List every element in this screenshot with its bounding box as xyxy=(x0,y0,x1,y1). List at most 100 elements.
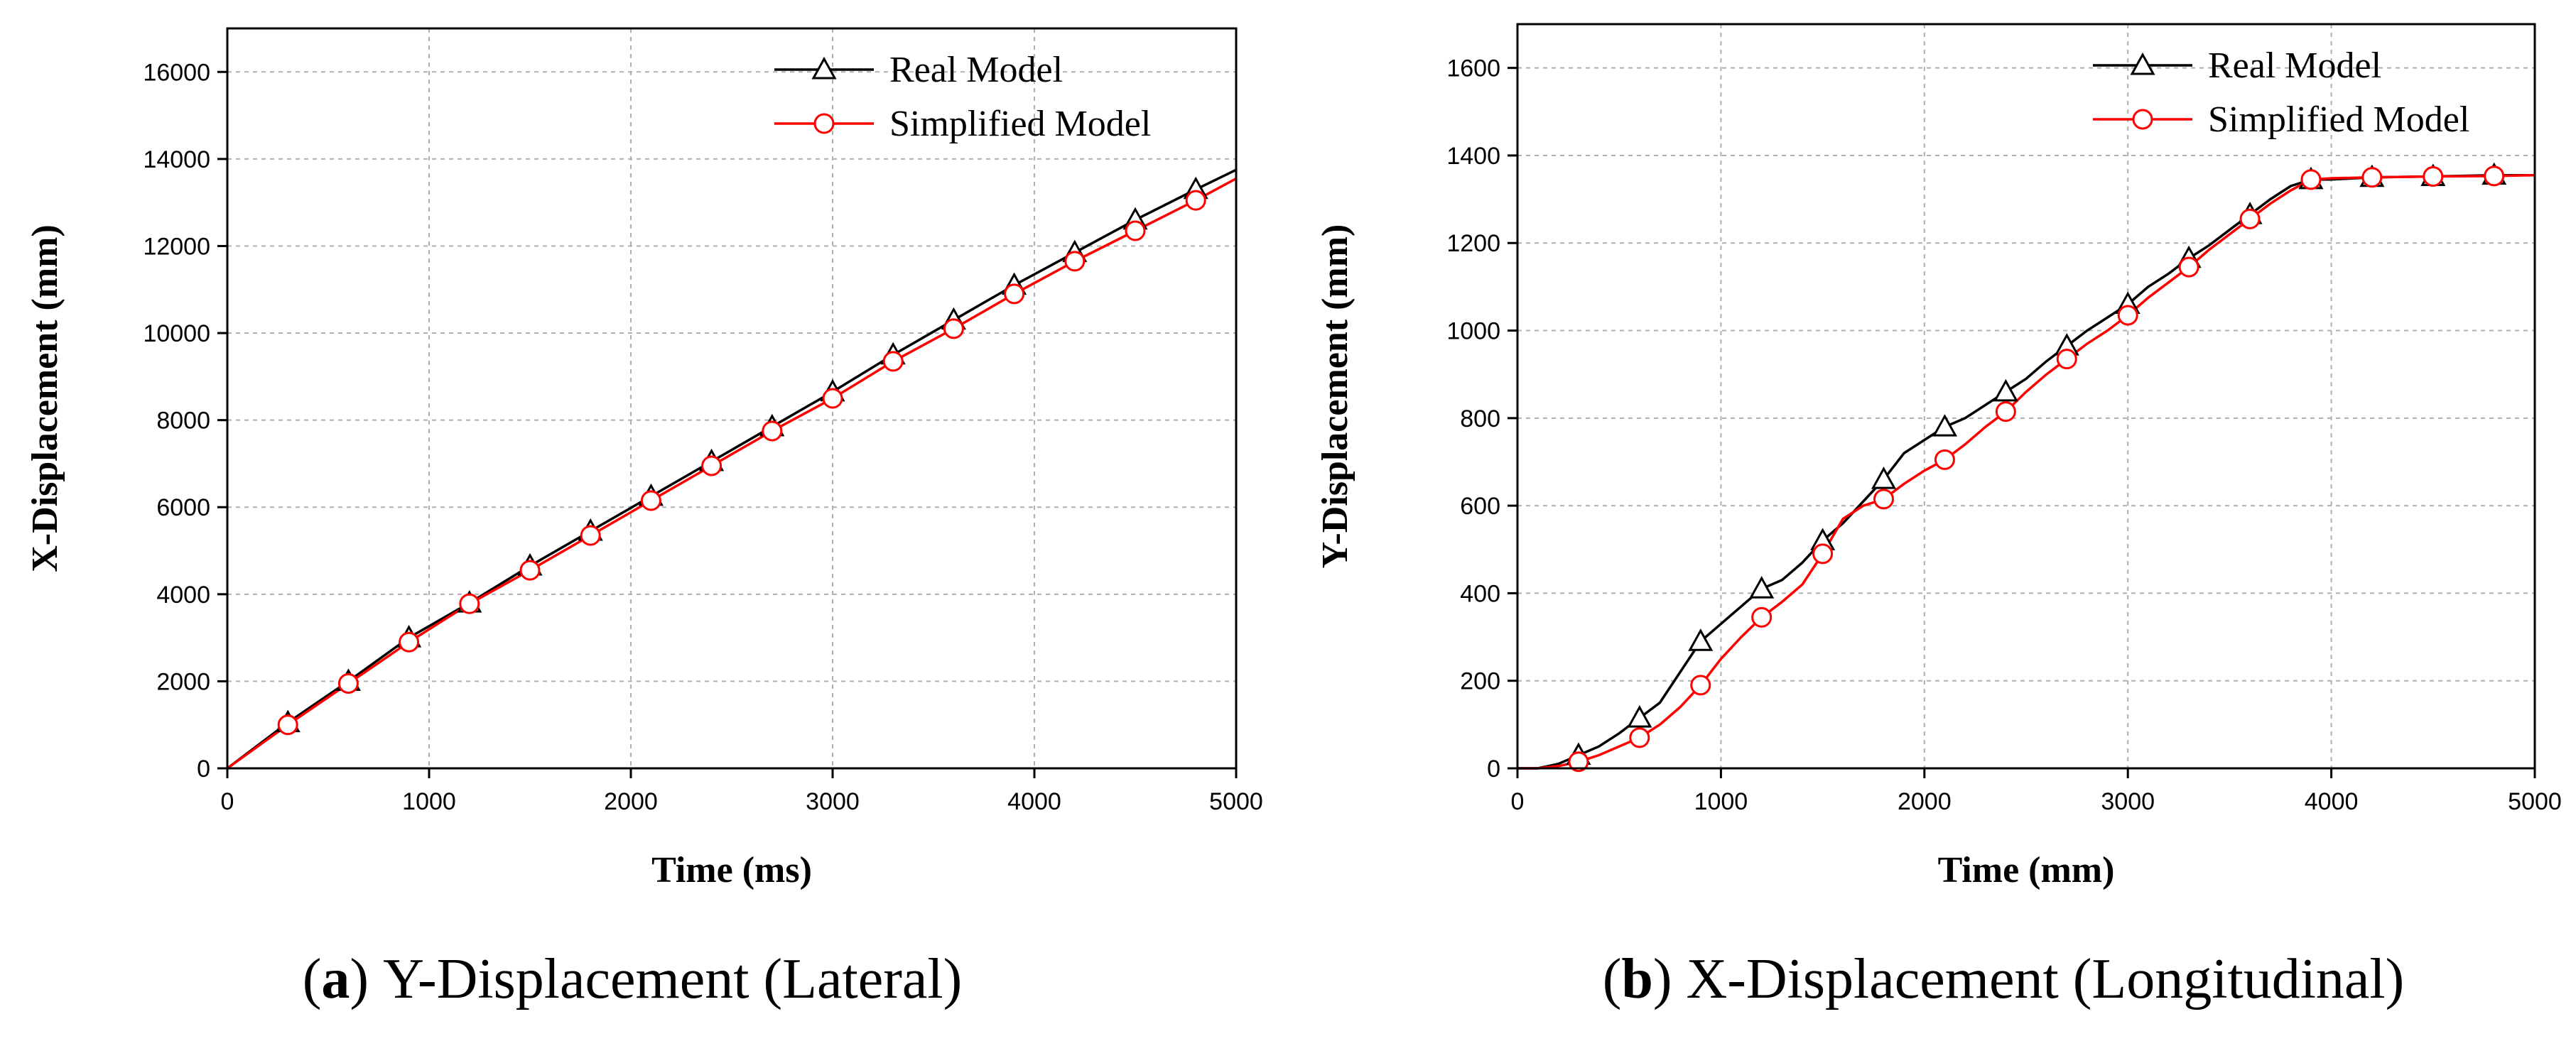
simplified-model-data-point xyxy=(2178,256,2199,278)
simplified-model-data-point xyxy=(2300,169,2322,190)
panel-b-plot-frame xyxy=(1516,23,2536,770)
simplified-model-data-point xyxy=(580,525,601,546)
panel-a-series xyxy=(226,168,1237,770)
simplified-model-data-point xyxy=(1751,606,1773,628)
y-tick-label: 14000 xyxy=(143,146,210,173)
simplified-model-data-point xyxy=(1873,489,1895,510)
panel-b-grid xyxy=(1517,24,2535,768)
y-tick-label: 4000 xyxy=(156,582,210,609)
y-tick-label: 8000 xyxy=(156,408,210,435)
y-tick-label: 200 xyxy=(1460,668,1500,695)
simplified-model-data-point xyxy=(701,455,723,476)
x-tick-label: 5000 xyxy=(2508,788,2562,815)
series-line-simplified-model xyxy=(1517,173,2536,770)
panel-b-caption: (b) X-Displacement (Longitudinal) xyxy=(1603,948,2405,1010)
x-tick-label: 2000 xyxy=(604,788,658,815)
y-tick-label: 10000 xyxy=(143,320,210,347)
simplified-model-data-point xyxy=(1812,543,1834,565)
y-tick-label: 2000 xyxy=(156,668,210,695)
simplified-model-data-point xyxy=(1568,751,1589,773)
panel-b-caption-close: ) xyxy=(1653,948,1672,1010)
x-tick-label: 1000 xyxy=(1694,788,1748,815)
panel-b-caption-text: X-Displacement (Longitudinal) xyxy=(1686,948,2404,1010)
real-model-data-point xyxy=(1993,378,2018,402)
simplified-model-data-point xyxy=(640,490,661,511)
series-line-simplified-model xyxy=(226,177,1237,770)
panel-a-chart: 0 1000 2000 3000 4000 5000 0 2000 4000 6000 8000 10… xyxy=(25,27,1263,1010)
simplified-model-data-point xyxy=(1185,190,1206,211)
panel-a-plot-frame xyxy=(226,27,1238,770)
x-tick-label: 3000 xyxy=(806,788,860,815)
panel-a-caption-close: ) xyxy=(350,948,369,1010)
y-tick-label: 800 xyxy=(1460,405,1500,432)
simplified-model-data-point xyxy=(1934,449,1955,470)
panel-b-caption-letter: b xyxy=(1621,948,1653,1010)
y-tick-label: 1400 xyxy=(1446,143,1500,170)
simplified-model-data-point xyxy=(2239,208,2261,229)
panel-a-caption-text: Y-Displacement (Lateral) xyxy=(383,948,962,1010)
legend-label: Simplified Model xyxy=(2208,99,2469,140)
simplified-model-data-point xyxy=(943,318,964,339)
y-tick-label: 1000 xyxy=(1446,318,1500,345)
x-tick-label: 4000 xyxy=(2305,788,2359,815)
panel-a-caption-open: ( xyxy=(303,948,322,1010)
x-tick-label: 1000 xyxy=(402,788,456,815)
legend-marker-circle xyxy=(2132,109,2153,130)
y-tick-label: 1200 xyxy=(1446,230,1500,257)
simplified-model-data-point xyxy=(2484,165,2505,187)
simplified-model-data-point xyxy=(1629,727,1650,748)
real-model-data-point xyxy=(1871,467,1897,489)
y-tick-label: 0 xyxy=(1487,756,1500,783)
simplified-model-data-point xyxy=(1690,675,1711,696)
x-tick-label: 5000 xyxy=(1209,788,1263,815)
legend-marker-triangle xyxy=(2130,52,2155,75)
panel-b-y-axis-label: Y-Displacement (mm) xyxy=(1315,224,1355,569)
x-tick-label: 0 xyxy=(221,788,234,815)
panel-a-x-axis-label: Time (ms) xyxy=(651,850,812,890)
simplified-model-data-point xyxy=(277,714,298,736)
simplified-model-data-point xyxy=(519,560,541,581)
simplified-model-data-point xyxy=(2056,349,2077,370)
real-model-data-point xyxy=(1749,576,1775,599)
legend-label: Real Model xyxy=(889,50,1063,90)
x-tick-label: 4000 xyxy=(1007,788,1061,815)
y-tick-label: 1600 xyxy=(1446,55,1500,82)
y-tick-label: 12000 xyxy=(143,233,210,260)
y-tick-label: 16000 xyxy=(143,59,210,86)
panel-a-y-axis-label: X-Displacement (mm) xyxy=(25,224,65,572)
simplified-model-data-point xyxy=(1995,401,2016,423)
panel-b-series xyxy=(1517,162,2536,773)
legend-label: Simplified Model xyxy=(889,104,1151,144)
simplified-model-data-point xyxy=(2361,167,2383,188)
panel-a-legend: Real Model Simplified Model xyxy=(774,50,1151,144)
panel-a-caption: (a) Y-Displacement (Lateral) xyxy=(303,948,962,1010)
simplified-model-data-point xyxy=(822,388,843,409)
y-tick-label: 0 xyxy=(197,756,210,783)
panel-b-caption-open: ( xyxy=(1603,948,1622,1010)
simplified-model-data-point xyxy=(399,631,420,653)
real-model-data-point xyxy=(1932,414,1957,437)
y-tick-label: 6000 xyxy=(156,494,210,521)
panel-a-grid xyxy=(227,28,1236,768)
real-model-data-point xyxy=(1688,628,1714,651)
simplified-model-data-point xyxy=(459,593,480,614)
legend-marker-circle xyxy=(813,113,835,134)
panel-b-x-axis-label: Time (mm) xyxy=(1938,850,2115,890)
panel-a-caption-letter: a xyxy=(321,948,350,1010)
x-tick-label: 2000 xyxy=(1898,788,1952,815)
simplified-model-data-point xyxy=(2423,166,2444,187)
panel-b-chart: 0 1000 2000 3000 4000 5000 0 200 400 600 800 1000 12… xyxy=(1315,23,2562,1010)
simplified-model-data-point xyxy=(882,351,904,372)
simplified-model-data-point xyxy=(762,420,783,442)
x-tick-label: 3000 xyxy=(2101,788,2155,815)
legend-marker-triangle xyxy=(811,56,837,80)
y-tick-label: 600 xyxy=(1460,493,1500,520)
x-tick-label: 0 xyxy=(1511,788,1525,815)
simplified-model-data-point xyxy=(1125,220,1146,241)
simplified-model-data-point xyxy=(1004,283,1025,305)
y-tick-label: 400 xyxy=(1460,580,1500,607)
simplified-model-data-point xyxy=(1064,251,1086,272)
simplified-model-data-point xyxy=(337,672,359,694)
panel-b-legend: Real Model Simplified Model xyxy=(2093,45,2469,140)
